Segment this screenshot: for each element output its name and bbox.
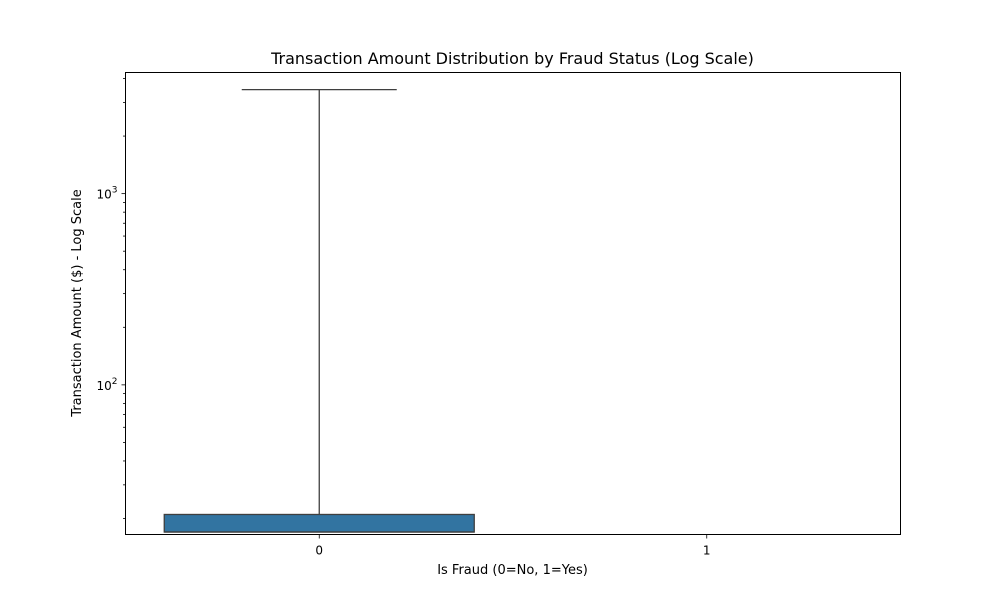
box-iqr bbox=[163, 513, 475, 533]
plot-frame bbox=[125, 72, 901, 535]
x-axis-label: Is Fraud (0=No, 1=Yes) bbox=[437, 563, 588, 578]
y-axis-ticks: 102 103 bbox=[96, 78, 126, 519]
y-tick-label: 103 bbox=[96, 186, 117, 202]
y-axis-label: Transaction Amount ($) - Log Scale bbox=[70, 189, 85, 417]
x-tick-label: 1 bbox=[703, 544, 711, 558]
y-tick-label: 102 bbox=[96, 377, 117, 393]
chart-title: Transaction Amount Distribution by Fraud… bbox=[270, 49, 754, 68]
boxes bbox=[163, 88, 475, 533]
x-tick-label: 0 bbox=[315, 544, 323, 558]
